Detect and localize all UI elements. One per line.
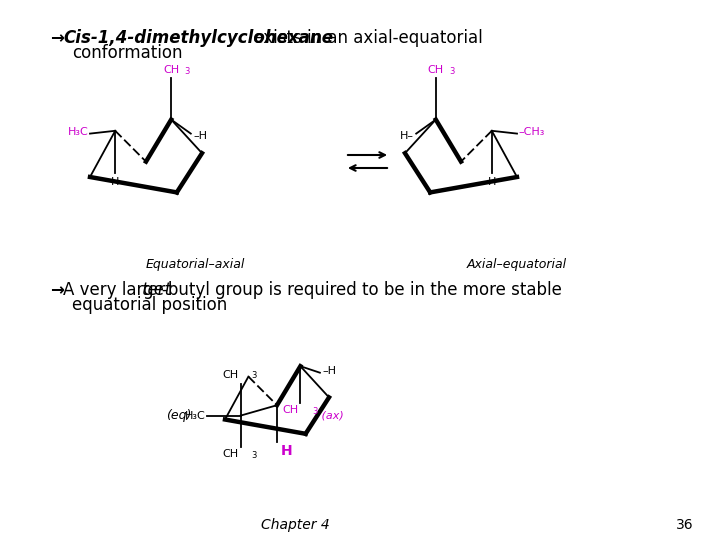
Text: Chapter 4: Chapter 4 [261, 518, 329, 532]
Text: 3: 3 [251, 451, 257, 460]
Text: →: → [50, 29, 64, 47]
Text: –H: –H [194, 131, 207, 141]
Text: Axial–equatorial: Axial–equatorial [467, 258, 567, 271]
Text: Equatorial–axial: Equatorial–axial [145, 258, 245, 271]
Text: –CH₃: –CH₃ [518, 127, 545, 137]
Text: exists in an axial-equatorial: exists in an axial-equatorial [248, 29, 482, 47]
Text: 3: 3 [312, 407, 318, 416]
Text: H: H [487, 177, 496, 187]
Text: conformation: conformation [72, 44, 182, 62]
Text: CH: CH [428, 65, 444, 75]
Text: equatorial position: equatorial position [72, 296, 228, 314]
Text: H₃C: H₃C [68, 127, 89, 137]
Text: Cis-1,4-dimethylcyclohexane: Cis-1,4-dimethylcyclohexane [63, 29, 333, 47]
Text: 3: 3 [251, 372, 257, 380]
Text: H₃C: H₃C [185, 410, 205, 421]
Text: (eq): (eq) [166, 409, 192, 422]
Text: 36: 36 [676, 518, 694, 532]
Text: H: H [281, 444, 292, 458]
Text: H: H [111, 177, 120, 187]
Text: H–: H– [400, 131, 413, 141]
Text: -butyl group is required to be in the more stable: -butyl group is required to be in the mo… [162, 281, 562, 299]
Text: (ax): (ax) [318, 410, 344, 421]
Text: 3: 3 [184, 66, 189, 76]
Text: –H: –H [323, 367, 336, 376]
Text: CH: CH [282, 405, 298, 415]
Text: A very large: A very large [63, 281, 169, 299]
Text: →: → [50, 281, 64, 299]
Text: CH: CH [222, 370, 238, 381]
Text: 3: 3 [449, 66, 454, 76]
Text: tert: tert [142, 281, 172, 299]
Text: CH: CH [163, 65, 179, 75]
Text: CH: CH [222, 449, 238, 460]
